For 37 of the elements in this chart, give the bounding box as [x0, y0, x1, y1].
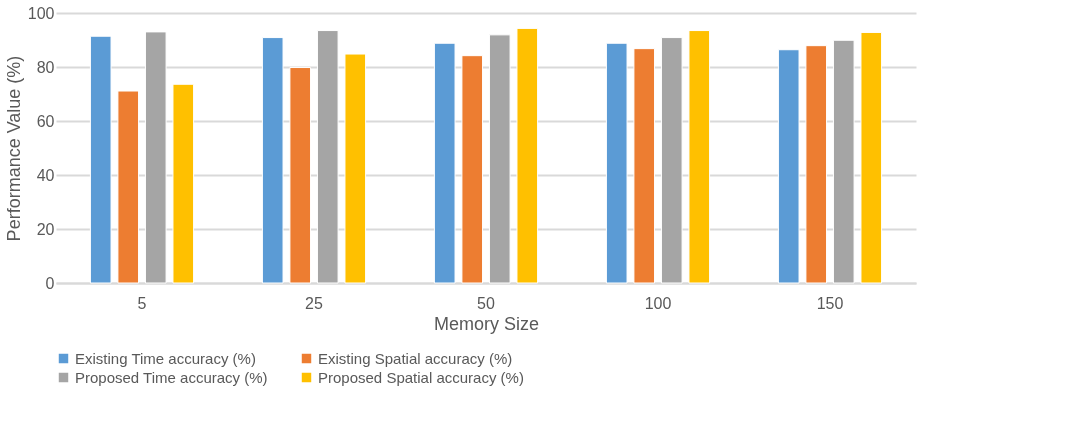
- bar: [832, 39, 855, 284]
- y-tick-label: 0: [45, 274, 55, 292]
- y-tick-label: 60: [36, 112, 55, 130]
- x-tick-label: 50: [477, 294, 495, 312]
- y-tick-label: 40: [36, 166, 55, 184]
- y-tick-label: 80: [36, 58, 55, 76]
- x-tick-label: 100: [644, 294, 672, 312]
- x-tick-label: 5: [137, 294, 147, 312]
- bar: [488, 34, 511, 284]
- x-tick-label: 150: [816, 294, 844, 312]
- bar: [433, 42, 456, 284]
- y-axis-title: Performance Value (%): [3, 55, 24, 242]
- x-tick-label: 25: [305, 294, 323, 312]
- bar: [805, 45, 828, 284]
- legend-label: Existing Spatial accuracy (%): [318, 349, 513, 367]
- bar: [289, 67, 312, 284]
- y-tick-label: 20: [36, 220, 55, 238]
- bar: [633, 48, 656, 284]
- bar: [344, 53, 367, 284]
- legend-label: Proposed Spatial accuracy (%): [318, 368, 524, 386]
- bar: [117, 90, 140, 284]
- legend-label: Proposed Time accuracy (%): [75, 368, 268, 386]
- bar: [89, 35, 112, 284]
- bar: [516, 27, 539, 284]
- bar: [688, 30, 711, 284]
- bar: [777, 49, 800, 284]
- x-axis-title: Memory Size: [433, 313, 540, 334]
- bar: [316, 30, 339, 284]
- bar: [860, 31, 883, 284]
- bar: [172, 83, 195, 284]
- bar: [660, 37, 683, 284]
- bar: [261, 37, 284, 284]
- bar: [461, 55, 484, 284]
- bar: [605, 42, 628, 284]
- legend-label: Existing Time accuracy (%): [75, 349, 256, 367]
- y-tick-label: 100: [27, 4, 55, 22]
- bar: [144, 31, 167, 284]
